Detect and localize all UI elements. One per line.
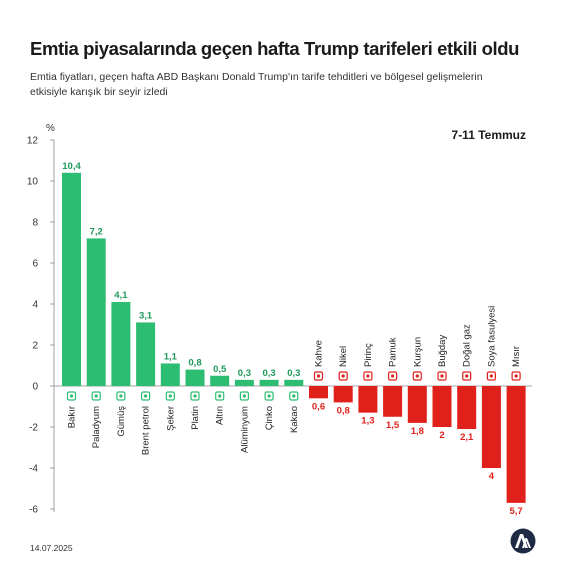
category-label: Çinko [264, 406, 275, 430]
copper-icon [66, 391, 77, 401]
coffee-icon [313, 371, 324, 381]
cocoa-icon [289, 391, 299, 401]
bar [506, 386, 526, 503]
bar-value-label: 4 [489, 471, 495, 482]
category-label: Gümüş [116, 406, 127, 437]
bar [210, 375, 230, 386]
nickel-icon [338, 371, 348, 381]
category-label: Kahve [314, 340, 325, 367]
bar-value-label: 10,4 [62, 161, 81, 172]
palladium-icon [91, 391, 101, 401]
y-tick-label: -4 [29, 464, 38, 475]
page-subtitle: Emtia fiyatları, geçen hafta ABD Başkanı… [30, 71, 483, 98]
category-label: Paladyum [91, 406, 102, 448]
category-label: Altın [215, 406, 226, 425]
bar-value-label: 2 [439, 430, 444, 441]
bar [457, 386, 477, 430]
y-tick-label: -6 [29, 505, 38, 516]
bar [407, 386, 427, 423]
bar [309, 386, 328, 399]
zinc-icon [264, 391, 274, 401]
category-label: Buğday [437, 335, 448, 367]
bar-value-label: 1,8 [411, 426, 424, 437]
bar [259, 379, 279, 386]
y-tick-label: 0 [32, 382, 38, 393]
y-tick-label: 2 [32, 341, 38, 352]
category-label: Şeker [165, 406, 176, 431]
bar-value-label: 7,2 [90, 226, 103, 237]
category-label: Soya fasulyesi [486, 306, 497, 367]
wheat-icon [437, 371, 447, 381]
bar-series: 10,4 Bakır 7,2 Paladyum 4,1 Gümüş 3,1 Brent pet… [62, 161, 526, 517]
publish-date: 14.07.2025 [30, 543, 73, 553]
bar-value-label: 0,3 [287, 368, 300, 379]
bar [481, 386, 501, 468]
category-label: Mısır [511, 346, 522, 367]
bar [62, 172, 81, 386]
bar-value-label: 4,1 [114, 290, 128, 301]
bar [358, 386, 378, 413]
sugar-icon [165, 391, 175, 401]
bar-value-label: 3,1 [139, 310, 153, 321]
page-title: Emtia piyasalarında geçen hafta Trump ta… [30, 38, 520, 59]
bar-value-label: 1,1 [164, 351, 178, 362]
lead-icon [412, 371, 422, 381]
bar [160, 363, 180, 386]
bar [333, 386, 353, 403]
category-label: Brent petrol [141, 406, 152, 455]
corn-icon [511, 371, 521, 381]
y-tick-label: 8 [32, 218, 38, 229]
natural-gas-icon [462, 371, 472, 381]
y-tick-label: 12 [27, 136, 39, 147]
y-axis-ticks: -6 -4 -2 0 2 4 6 8 10 12 [27, 136, 54, 516]
platinum-icon [190, 391, 200, 401]
silver-icon [116, 391, 126, 401]
bar-value-label: 5,7 [509, 506, 522, 517]
category-label: Doğal gaz [462, 324, 473, 367]
aa-logo-icon [510, 528, 536, 554]
bar-value-label: 0,3 [262, 368, 275, 379]
bar [432, 386, 452, 427]
soybean-icon [486, 371, 496, 381]
category-label: Pirinç [363, 343, 374, 367]
category-label: Platin [190, 406, 201, 430]
y-tick-label: 10 [27, 177, 39, 188]
bar-value-label: 1,5 [386, 420, 400, 431]
category-label: Bakır [67, 406, 78, 428]
bar [136, 322, 156, 386]
y-axis-unit-label: % [46, 123, 55, 134]
bar-value-label: 0,6 [312, 401, 325, 412]
bar [111, 301, 131, 386]
oil-icon [141, 391, 151, 401]
bar [383, 386, 403, 417]
bar-value-label: 0,8 [188, 358, 201, 369]
aluminum-icon [239, 391, 249, 401]
category-label: Kakao [289, 406, 300, 433]
rice-icon [363, 371, 373, 381]
bar-value-label: 2,1 [460, 432, 474, 443]
bar [234, 379, 254, 386]
y-tick-label: 6 [32, 259, 38, 270]
y-tick-label: 4 [32, 300, 38, 311]
bar-value-label: 0,3 [238, 368, 251, 379]
category-label: Alüminyum [239, 406, 250, 453]
category-label: Nikel [338, 346, 349, 367]
y-tick-label: -2 [29, 423, 38, 434]
category-label: Kurşun [412, 337, 423, 367]
date-range-label: 7-11 Temmuz [451, 128, 526, 142]
bar [284, 379, 304, 386]
gold-icon [215, 391, 225, 401]
bar [86, 238, 106, 386]
bar [185, 369, 205, 386]
bar-value-label: 1,3 [361, 416, 374, 427]
category-label: Pamuk [388, 337, 399, 367]
bar-value-label: 0,8 [337, 405, 350, 416]
bar-value-label: 0,5 [213, 364, 227, 375]
cotton-icon [388, 371, 398, 381]
